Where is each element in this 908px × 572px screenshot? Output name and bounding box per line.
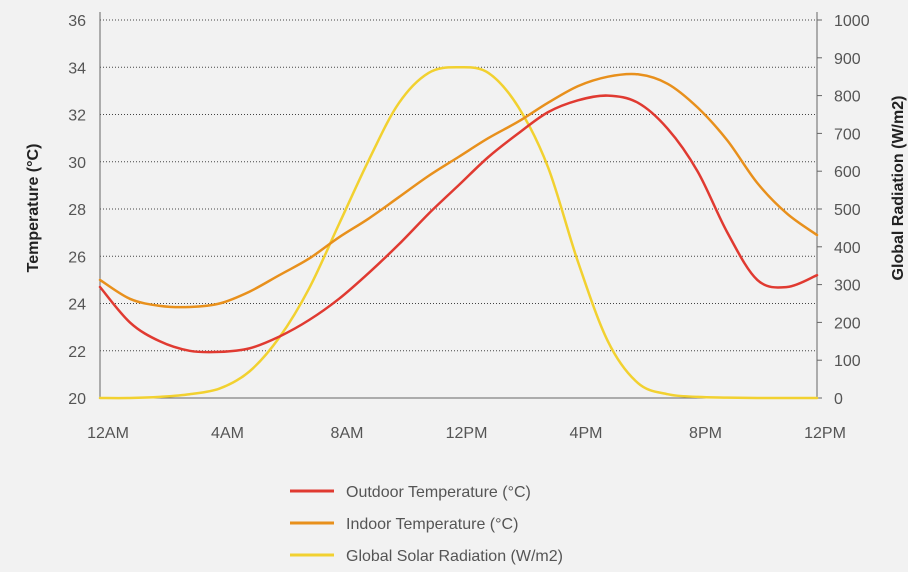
y-right-tick-label: 800 — [834, 89, 861, 106]
y-right-tick-label: 500 — [834, 202, 861, 219]
legend-label: Outdoor Temperature (°C) — [346, 484, 531, 501]
grid-lines — [100, 19, 817, 352]
y-left-tick-label: 36 — [68, 13, 86, 30]
y-left-tick-label: 28 — [68, 202, 86, 219]
y-left-tick-label: 34 — [68, 60, 86, 77]
series-line-2 — [98, 65, 819, 400]
legend-label: Global Solar Radiation (W/m2) — [346, 548, 563, 565]
series-line-0 — [98, 94, 819, 354]
x-tick-label: 12AM — [87, 425, 129, 442]
legend-label: Indoor Temperature (°C) — [346, 516, 518, 533]
y-right-tick-label: 300 — [834, 278, 861, 295]
y-right-tick-label: 200 — [834, 315, 861, 332]
y-left-tick-label: 20 — [68, 391, 86, 408]
y-left-tick-label: 24 — [68, 297, 86, 314]
y-right-tick-label: 700 — [834, 126, 861, 143]
legend: Outdoor Temperature (°C) Indoor Temperatu… — [290, 484, 563, 565]
y-right-tick-label: 0 — [834, 391, 843, 408]
y-left-tick-label: 30 — [68, 155, 86, 172]
y-left-tick-label: 26 — [68, 249, 86, 266]
x-tick-label: 12PM — [446, 425, 488, 442]
y-axis-right-title: Global Radiation (W/m2) — [890, 96, 907, 281]
y-axis-left-title: Temperature (°C) — [25, 144, 42, 273]
series-lines — [98, 65, 819, 400]
x-tick-label: 8PM — [689, 425, 722, 442]
y-right-tick-label: 100 — [834, 353, 861, 370]
x-tick-label: 12PM — [804, 425, 846, 442]
y-right-tick-label: 400 — [834, 240, 861, 257]
series-line-1 — [98, 72, 819, 309]
tick-labels: 20 22 24 26 28 30 32 34 36 0 100 200 300 400 500 600 700… — [68, 13, 869, 442]
y-right-tick-label: 900 — [834, 51, 861, 68]
x-tick-label: 8AM — [331, 425, 364, 442]
y-left-tick-label: 32 — [68, 108, 86, 125]
x-tick-label: 4AM — [211, 425, 244, 442]
x-tick-label: 4PM — [570, 425, 603, 442]
y-left-tick-label: 22 — [68, 344, 86, 361]
y-right-tick-label: 1000 — [834, 13, 870, 30]
y-right-tick-label: 600 — [834, 164, 861, 181]
